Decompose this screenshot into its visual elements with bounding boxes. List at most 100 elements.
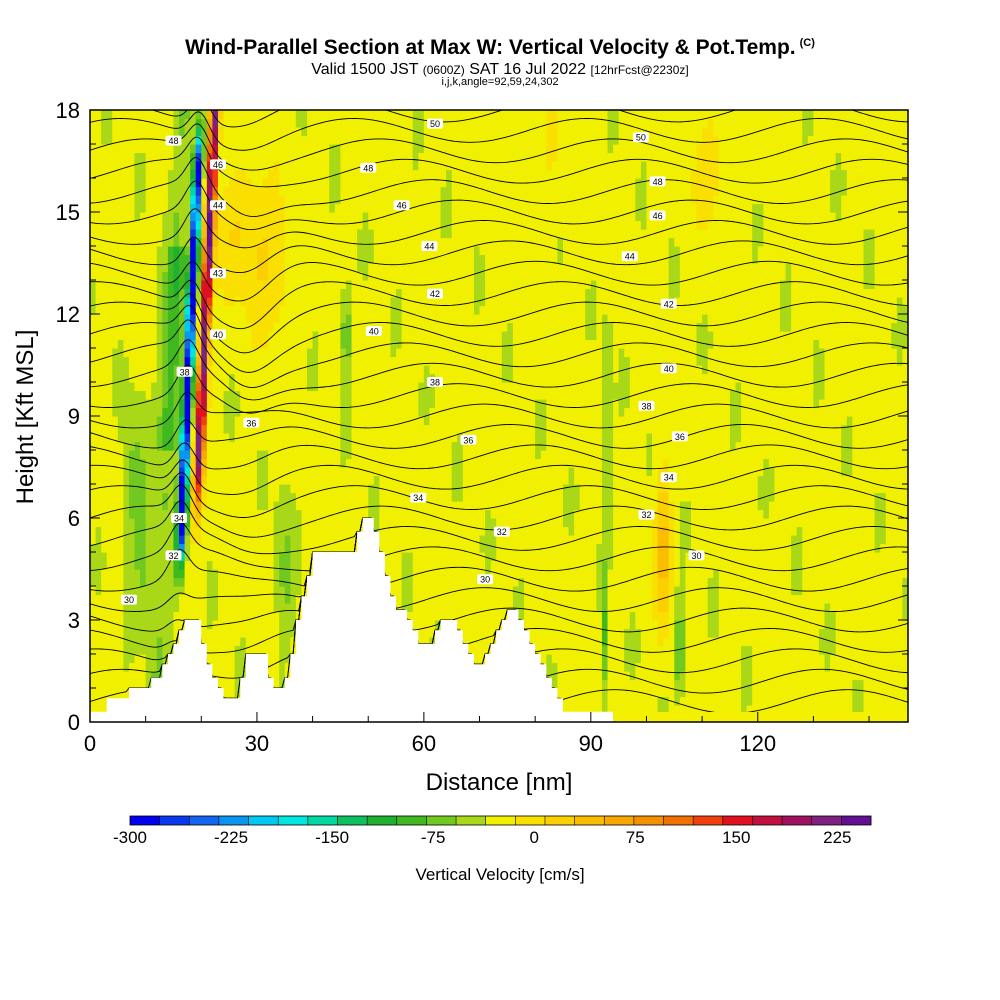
velocity-cell <box>462 475 469 485</box>
velocity-cell <box>401 501 408 511</box>
velocity-cell <box>268 662 275 672</box>
velocity-cell <box>318 450 325 460</box>
velocity-cell <box>101 688 108 698</box>
velocity-cell <box>229 543 236 553</box>
velocity-cell <box>412 458 419 468</box>
velocity-cell <box>279 416 286 426</box>
velocity-cell <box>440 135 447 145</box>
velocity-cell <box>162 186 169 196</box>
velocity-cell <box>240 314 247 324</box>
velocity-cell <box>128 220 136 230</box>
velocity-cell <box>223 433 230 443</box>
velocity-cell <box>279 127 286 137</box>
velocity-cell <box>457 509 464 519</box>
velocity-cell <box>429 271 436 281</box>
velocity-cell <box>195 110 202 120</box>
velocity-cell <box>212 645 219 655</box>
velocity-cell <box>95 144 102 154</box>
velocity-cell <box>173 297 180 307</box>
velocity-cell <box>462 450 469 460</box>
velocity-cell <box>128 560 136 570</box>
velocity-cell <box>223 441 230 451</box>
velocity-cell <box>262 518 269 528</box>
velocity-cell <box>401 577 408 587</box>
velocity-cell <box>217 654 225 664</box>
velocity-cell <box>151 552 158 562</box>
velocity-cell <box>223 280 230 290</box>
velocity-cell <box>223 628 230 638</box>
velocity-cell <box>117 169 124 179</box>
velocity-cell <box>151 560 158 570</box>
velocity-cell <box>95 458 102 468</box>
velocity-cell <box>301 390 308 400</box>
velocity-cell <box>290 365 297 375</box>
velocity-cell <box>90 671 97 681</box>
velocity-cell <box>312 220 319 230</box>
velocity-cell <box>223 305 230 315</box>
velocity-cell <box>368 178 375 188</box>
velocity-cell <box>167 110 175 120</box>
velocity-cell <box>251 348 258 358</box>
velocity-cell <box>329 203 336 213</box>
velocity-cell <box>312 518 319 528</box>
velocity-cell <box>268 594 275 604</box>
velocity-cell <box>212 135 219 145</box>
velocity-cell <box>134 637 141 647</box>
velocity-cell <box>217 288 225 298</box>
velocity-cell <box>268 203 275 213</box>
velocity-cell <box>223 535 230 545</box>
velocity-cell <box>256 203 264 213</box>
velocity-cell <box>473 628 481 638</box>
velocity-cell <box>412 586 419 596</box>
velocity-cell <box>195 603 202 613</box>
velocity-cell <box>418 348 425 358</box>
velocity-cell <box>362 365 369 375</box>
velocity-cell <box>95 543 102 553</box>
velocity-cell <box>468 373 475 383</box>
velocity-cell <box>90 237 97 247</box>
velocity-cell <box>223 322 230 332</box>
velocity-cell <box>195 246 202 256</box>
velocity-cell <box>290 297 297 307</box>
velocity-cell <box>117 263 124 273</box>
velocity-cell <box>351 441 358 451</box>
velocity-cell <box>329 348 336 358</box>
velocity-cell <box>234 135 241 145</box>
velocity-cell <box>435 339 442 349</box>
velocity-cell <box>201 212 208 222</box>
velocity-cell <box>240 135 247 145</box>
velocity-cell <box>184 271 191 281</box>
velocity-cell <box>290 586 297 596</box>
velocity-cell <box>167 271 175 281</box>
velocity-cell <box>457 492 464 502</box>
velocity-cell <box>468 280 475 290</box>
velocity-cell <box>379 280 386 290</box>
velocity-cell <box>412 416 419 426</box>
velocity-cell <box>251 110 258 120</box>
velocity-cell <box>251 305 258 315</box>
velocity-cell <box>106 203 113 213</box>
velocity-cell <box>407 518 414 528</box>
velocity-cell <box>112 271 119 281</box>
velocity-cell <box>412 229 419 239</box>
velocity-cell <box>457 314 464 324</box>
velocity-cell <box>240 322 247 332</box>
velocity-cell <box>90 475 97 485</box>
velocity-cell <box>451 195 458 205</box>
subtitle-date: SAT 16 Jul 2022 <box>469 61 587 78</box>
velocity-cell <box>173 314 180 324</box>
velocity-cell <box>128 229 136 239</box>
velocity-cell <box>373 416 380 426</box>
velocity-cell <box>212 178 219 188</box>
velocity-cell <box>145 365 152 375</box>
velocity-cell <box>295 322 303 332</box>
velocity-cell <box>256 628 264 638</box>
velocity-cell <box>323 526 330 536</box>
velocity-cell <box>407 135 414 145</box>
velocity-cell <box>379 220 386 230</box>
velocity-cell <box>407 229 414 239</box>
velocity-cell <box>468 254 475 264</box>
velocity-cell <box>217 662 225 672</box>
velocity-cell <box>251 492 258 502</box>
velocity-cell <box>307 407 314 417</box>
